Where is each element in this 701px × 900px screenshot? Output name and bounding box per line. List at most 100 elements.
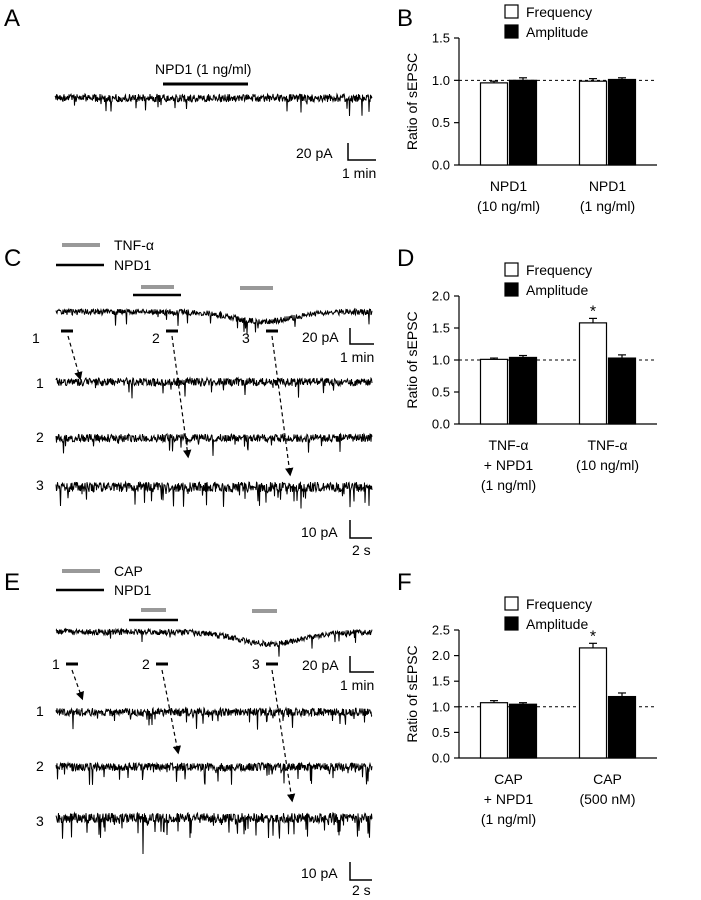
- legend-label-frequency: Frequency: [526, 4, 592, 20]
- legend-swatch-amplitude: [504, 282, 519, 297]
- panel-letter-d: D: [397, 245, 414, 272]
- segment-label-3: 3: [242, 330, 250, 346]
- scale-y-label: 20 pA: [296, 145, 333, 161]
- current-trace-overview: [55, 627, 373, 657]
- y-axis-title: Ratio of sEPSC: [404, 311, 420, 408]
- scale-bar-top: 20 pA 1 min: [302, 328, 374, 365]
- zoom-arrow-1: [71, 669, 84, 701]
- trace-label-3: 3: [36, 813, 44, 829]
- y-tick-label: 2.0: [432, 289, 450, 304]
- expanded-trace-1: [55, 706, 373, 730]
- category-label: CAP: [593, 771, 622, 787]
- expanded-trace-3: [55, 480, 373, 509]
- category-label: (500 nM): [579, 791, 635, 807]
- scale-bar-bottom-lines: [349, 520, 372, 539]
- scale-bottom-y-label: 10 pA: [301, 865, 338, 881]
- segment-label-2: 2: [152, 330, 160, 346]
- scale-x-label: 1 min: [342, 165, 376, 181]
- category-label: (10 ng/ml): [576, 457, 639, 473]
- category-label: TNF-α: [588, 437, 628, 453]
- bar-amplitude: [607, 695, 637, 759]
- zoom-arrow-3: [271, 335, 294, 477]
- scale-bar-bottom-lines: [349, 862, 372, 881]
- bar-amplitude: [508, 356, 538, 425]
- scale-bar-bottom: 10 pA 2 s: [301, 520, 372, 558]
- scale-bar-lines: [347, 143, 376, 161]
- category-label: TNF-α: [489, 437, 529, 453]
- current-trace: [54, 92, 373, 117]
- legend-label-amplitude: Amplitude: [526, 282, 588, 298]
- category-label: (1 ng/ml): [580, 198, 635, 214]
- category-label: (1 ng/ml): [481, 811, 536, 827]
- panel-e: E CAP NPD1 1 2 3 20 pA 1 min 1 2 3 10 p: [4, 563, 374, 898]
- scale-bar-top-lines: [349, 656, 374, 673]
- segment-label-1: 1: [32, 330, 40, 346]
- trace-label-2: 2: [36, 429, 44, 445]
- zoom-arrow-1: [67, 335, 83, 381]
- scale-bottom-y-label: 10 pA: [301, 524, 338, 540]
- panel-letter-f: F: [397, 569, 412, 596]
- legend-gray-label: CAP: [114, 563, 143, 579]
- bar-amplitude: [508, 79, 538, 166]
- panel-c: C TNF-α NPD1 1 2 3 20 pA 1 min 1 2 3 10: [4, 237, 374, 558]
- y-tick-label: 0.0: [432, 158, 450, 173]
- y-tick-label: 0.5: [432, 115, 450, 130]
- scale-bar-top: 20 pA 1 min: [302, 656, 374, 693]
- category-label: + NPD1: [484, 457, 534, 473]
- category-label: NPD1: [490, 178, 528, 194]
- scale-bar-bottom: 10 pA 2 s: [301, 862, 372, 898]
- y-tick-label: 1.0: [432, 353, 450, 368]
- legend-label-amplitude: Amplitude: [526, 24, 588, 40]
- panel-letter-c: C: [4, 245, 21, 272]
- scale-bar-top-lines: [349, 328, 374, 345]
- trace-label-3: 3: [36, 477, 44, 493]
- trace-label-2: 2: [36, 758, 44, 774]
- y-tick-label: 1.5: [432, 321, 450, 336]
- panel-letter-a: A: [4, 5, 20, 32]
- category-label: (1 ng/ml): [481, 477, 536, 493]
- bar-amplitude: [508, 703, 538, 759]
- bar-frequency: [578, 80, 608, 166]
- y-tick-label: 0.0: [432, 417, 450, 432]
- y-tick-label: 1.5: [432, 674, 450, 689]
- legend-gray-label: TNF-α: [114, 237, 154, 253]
- expanded-trace-2: [55, 761, 373, 785]
- legend-label-frequency: Frequency: [526, 262, 592, 278]
- expanded-trace-1: [55, 376, 373, 399]
- category-label: CAP: [494, 771, 523, 787]
- segment-label-3: 3: [252, 656, 260, 672]
- bar-frequency: [479, 702, 509, 759]
- bar-amplitude: [607, 357, 637, 425]
- panel-b-chart: B 0.0 0.5 1.0 1.5 Ratio of sEPSC NPD1 (10 ng/ml…: [397, 4, 657, 214]
- scale-bar: 20 pA 1 min: [296, 143, 376, 181]
- bar-frequency: [479, 82, 509, 166]
- y-tick-label: 0.5: [432, 385, 450, 400]
- legend-black-label: NPD1: [114, 257, 152, 273]
- panel-letter-e: E: [4, 569, 20, 596]
- panel-d-chart: D 0.0 0.5 1.0 1.5 2.0 Ratio of sEPSC TNF-α + NPD…: [397, 245, 657, 493]
- legend-swatch-frequency: [504, 262, 519, 277]
- category-label: NPD1: [589, 178, 627, 194]
- bar-frequency: [578, 322, 608, 425]
- y-axis-title: Ratio of sEPSC: [404, 53, 420, 150]
- y-tick-label: 0.5: [432, 725, 450, 740]
- expanded-trace-2: [55, 432, 373, 456]
- y-tick-label: 0.0: [432, 751, 450, 766]
- bar-frequency: [479, 358, 509, 425]
- segment-label-2: 2: [142, 656, 150, 672]
- expanded-trace-3: [55, 811, 373, 855]
- scale-top-y-label: 20 pA: [302, 329, 339, 345]
- trace-label-1: 1: [36, 375, 44, 391]
- legend-swatch-frequency: [504, 4, 519, 19]
- legend-black-label: NPD1: [114, 582, 152, 598]
- scale-top-y-label: 20 pA: [302, 657, 339, 673]
- y-tick-label: 1.0: [432, 73, 450, 88]
- y-tick-label: 1.5: [432, 31, 450, 46]
- bar-frequency: [578, 647, 608, 759]
- legend-swatch-amplitude: [504, 24, 519, 39]
- bar-amplitude: [607, 78, 637, 166]
- legend-swatch-frequency: [504, 596, 519, 611]
- panel-letter-b: B: [397, 5, 413, 32]
- scale-top-x-label: 1 min: [340, 677, 374, 693]
